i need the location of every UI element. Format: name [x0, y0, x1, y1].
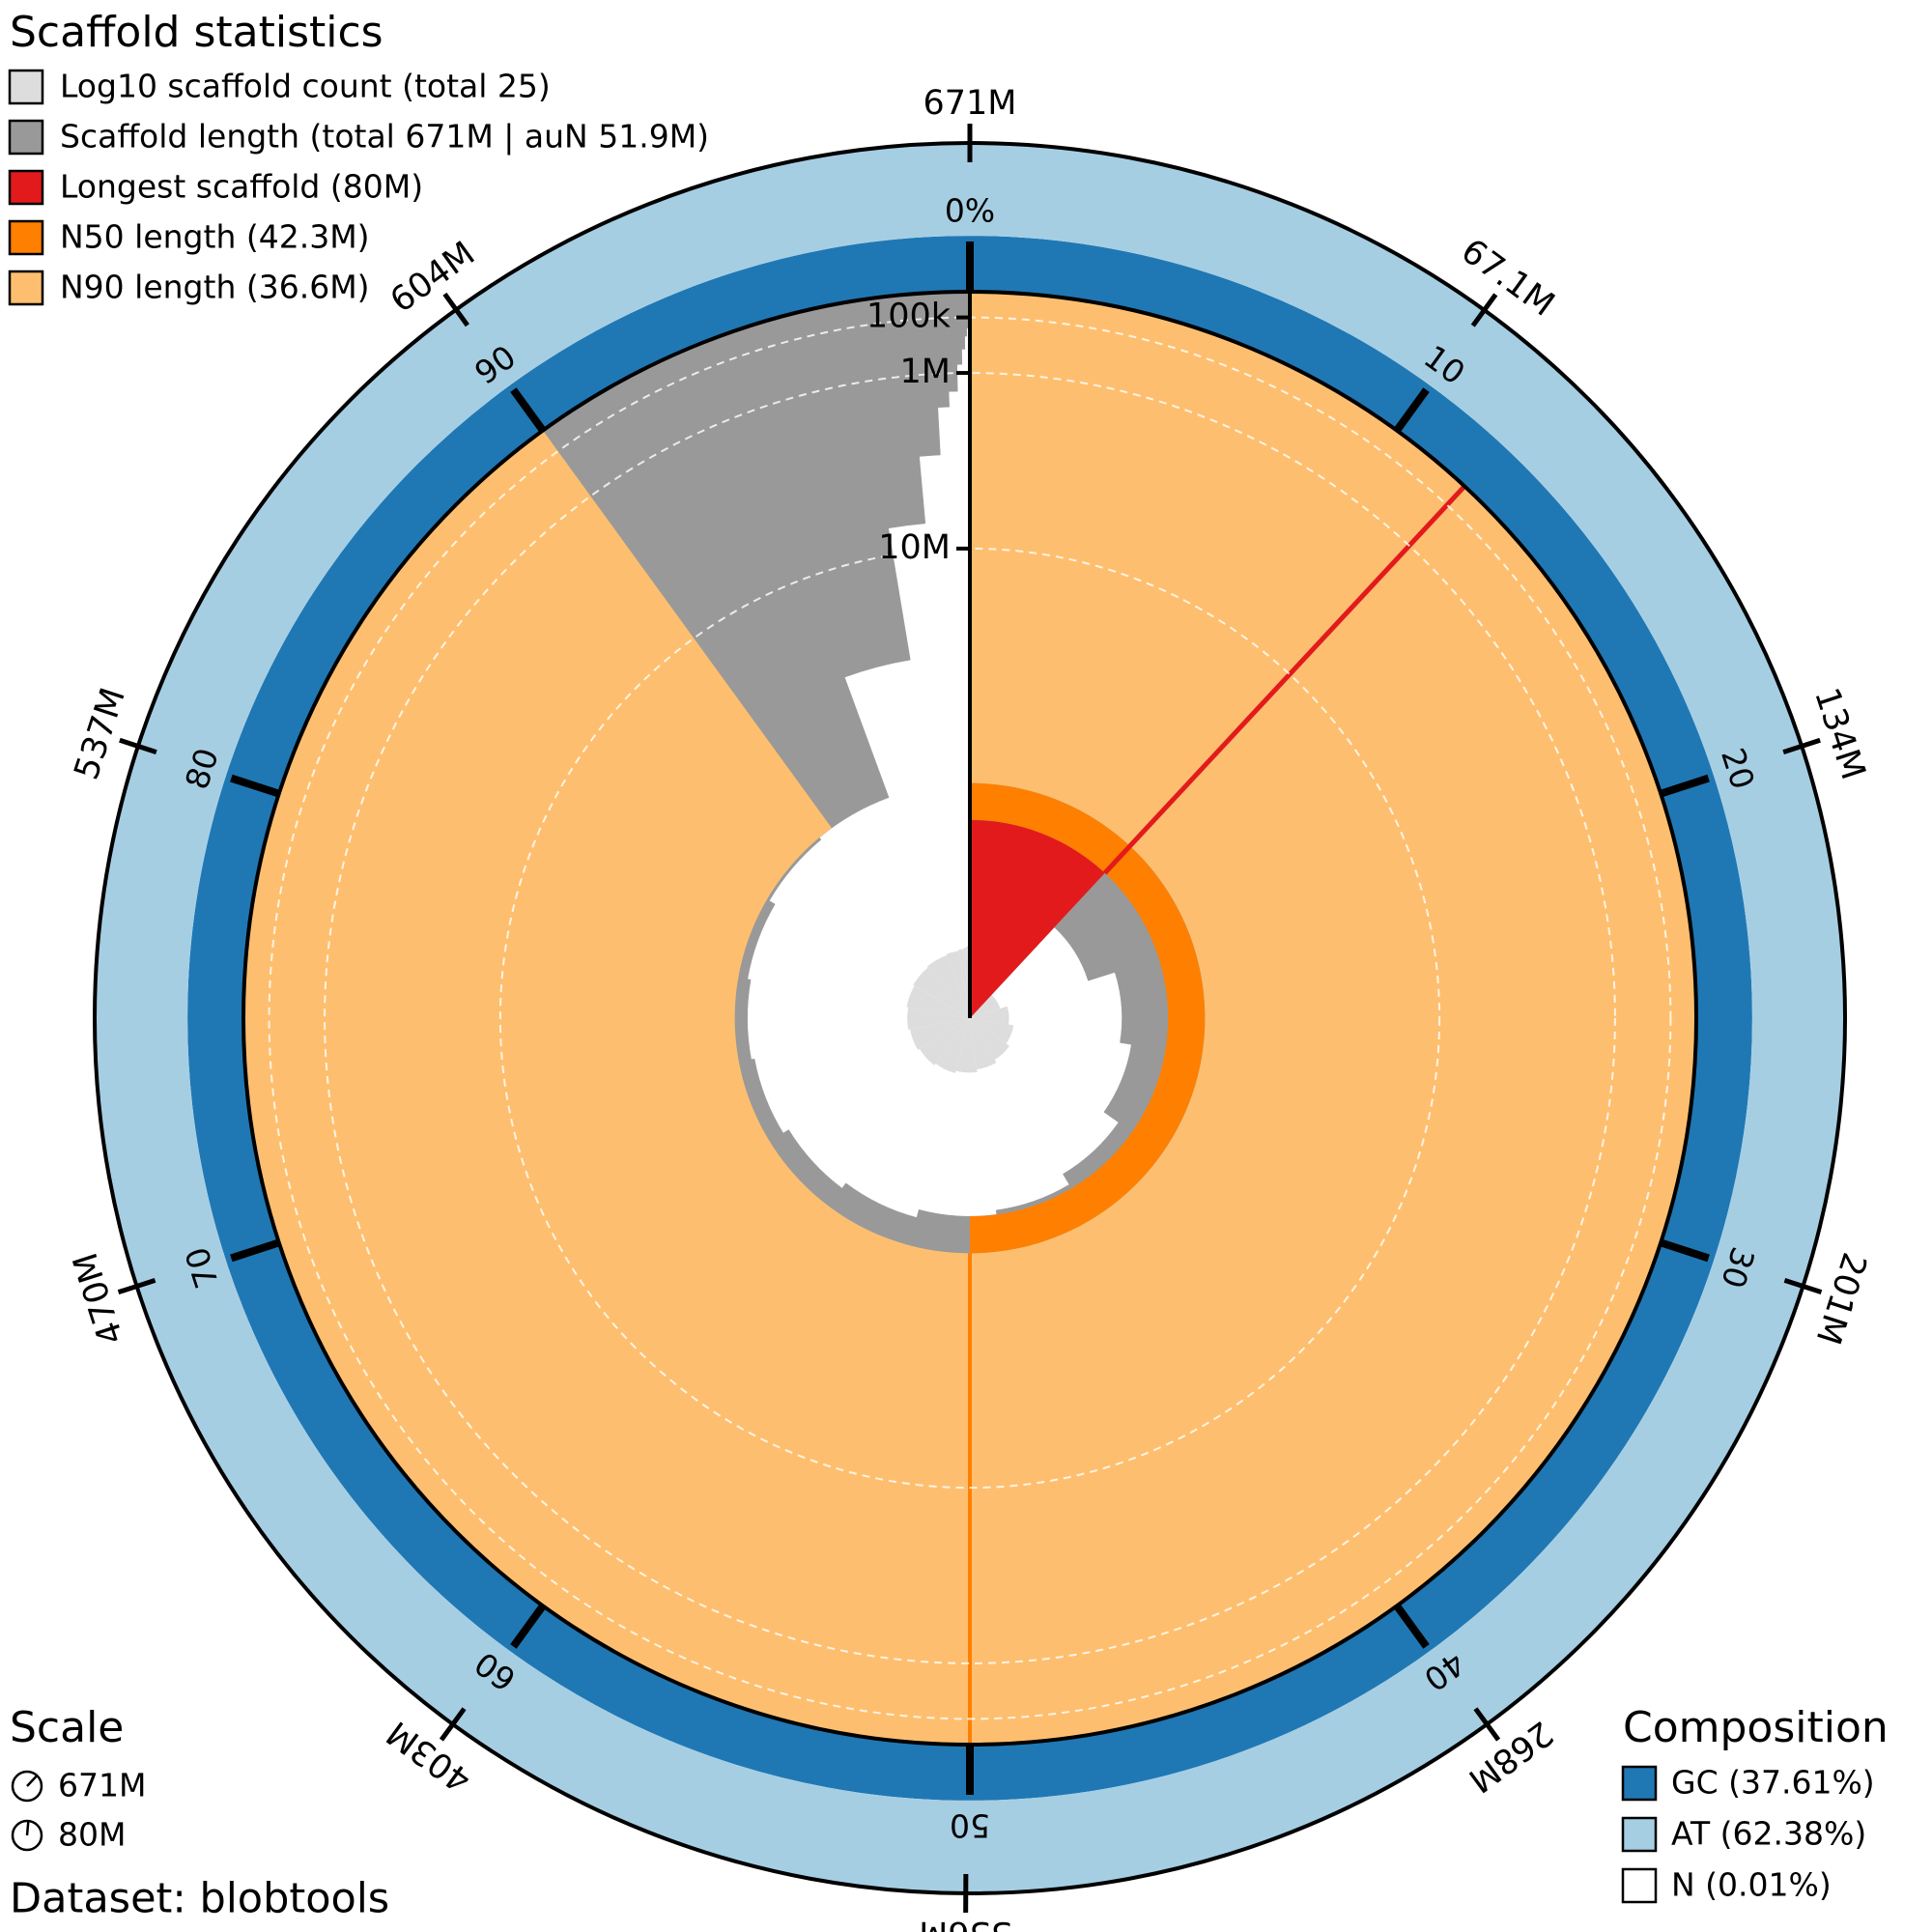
count-sector — [955, 1018, 978, 1073]
legend-label: N50 length (42.3M) — [60, 218, 370, 256]
count-sector — [907, 1007, 970, 1031]
scale-icon-hand — [25, 1820, 30, 1836]
length-tick — [1470, 293, 1498, 327]
scale-icon-hand — [26, 1775, 39, 1787]
count-sector — [970, 994, 1001, 1018]
length-tick-label: 470M — [67, 1248, 132, 1350]
grid-circle — [324, 372, 1616, 1664]
scale-label: 80M — [58, 1816, 126, 1854]
length-tick — [442, 292, 469, 327]
chart-title: Scaffold statistics — [10, 8, 384, 57]
composition-swatch — [1621, 1867, 1658, 1904]
composition-swatch — [1621, 1816, 1658, 1853]
legend-label: N90 length (36.6M) — [60, 269, 370, 306]
legend-label: Longest scaffold (80M) — [60, 168, 423, 206]
scale-icon — [11, 1770, 43, 1803]
count-sector — [906, 985, 970, 1018]
composition-ring — [95, 143, 1845, 1893]
length-tick-label: 671M — [923, 84, 1016, 123]
count-sector — [970, 1018, 1014, 1044]
count-sector — [913, 967, 970, 1018]
count-sector — [970, 1018, 1010, 1060]
n90-sector — [242, 292, 1696, 1746]
length-tick — [1783, 1278, 1823, 1295]
count-sector — [935, 1018, 970, 1073]
length-tick — [439, 1707, 467, 1742]
length-tick-label: 134M — [1806, 683, 1872, 784]
length-tick — [117, 1278, 156, 1295]
length-tick — [1473, 1707, 1501, 1742]
percent-tick — [1393, 1604, 1430, 1649]
legend-swatch — [8, 219, 44, 256]
percent-tick — [510, 1604, 547, 1649]
y-tick-label: 10M — [878, 528, 951, 567]
grid-circle — [498, 547, 1441, 1490]
percent-tick — [230, 774, 281, 798]
legend-swatch — [8, 169, 44, 206]
legend-label: Log10 scaffold count (total 25) — [60, 68, 551, 105]
count-sector — [970, 1018, 997, 1069]
scale-title: Scale — [10, 1703, 124, 1752]
length-tick-label: 201M — [1808, 1248, 1874, 1350]
composition-label: GC (37.61%) — [1671, 1764, 1875, 1802]
count-sector — [958, 949, 970, 1018]
longest-sector — [970, 819, 1105, 1018]
length-tick-label: 537M — [68, 683, 133, 784]
length-tick — [1782, 737, 1821, 755]
length-tick-label: 336M — [919, 1914, 1012, 1932]
composition-title: Composition — [1623, 1703, 1889, 1752]
percent-tick — [510, 387, 547, 433]
y-tick-label: 1M — [900, 353, 951, 391]
percent-tick — [230, 1238, 281, 1263]
n50-sector — [970, 782, 1206, 1254]
percent-tick — [1393, 387, 1430, 433]
legend-swatch — [8, 119, 44, 156]
composition-swatch — [1621, 1765, 1658, 1802]
percent-tick-label: 0% — [945, 192, 995, 230]
percent-tick — [1659, 1238, 1710, 1263]
count-sector — [910, 1018, 970, 1051]
percent-tick-label: 50 — [950, 1807, 990, 1845]
y-tick-label: 100k — [867, 298, 952, 336]
composition-label: N (0.01%) — [1671, 1866, 1832, 1904]
scale-label: 671M — [58, 1767, 146, 1804]
length-tick — [119, 737, 157, 755]
count-sector — [970, 1006, 1009, 1025]
legend-label: Scaffold length (total 671M | auN 51.9M) — [60, 118, 709, 156]
dataset-label: Dataset: blobtools — [10, 1875, 389, 1923]
count-sector — [926, 954, 970, 1018]
count-sector — [920, 1018, 970, 1065]
percent-tick — [1659, 774, 1710, 798]
longest-line — [1102, 484, 1466, 875]
legend-swatch — [8, 69, 44, 105]
legend-swatch — [8, 270, 44, 306]
count-sector — [946, 951, 970, 1018]
scale-icon — [11, 1819, 43, 1852]
composition-label: AT (62.38%) — [1671, 1815, 1866, 1853]
